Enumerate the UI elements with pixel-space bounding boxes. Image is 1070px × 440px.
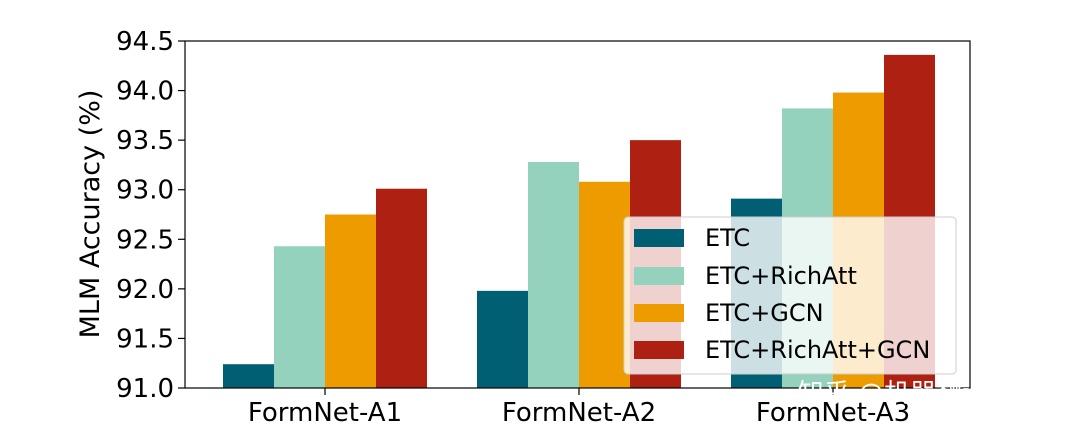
x-tick-label: FormNet-A2: [502, 398, 656, 428]
legend-swatch: [634, 341, 684, 359]
legend-label: ETC+GCN: [705, 299, 824, 327]
bar-etc-gcn-formnet-a1: [325, 214, 376, 388]
plot-frame: [184, 40, 971, 389]
watermark: 知乎 @机器翻译学堂: [798, 379, 1040, 409]
x-tick-label: FormNet-A1: [248, 398, 402, 428]
y-tick-label: 91.5: [116, 324, 174, 354]
x-axis: FormNet-A1 FormNet-A2 FormNet-A3: [248, 388, 910, 428]
bar-etc-gcn-formnet-a2: [579, 181, 630, 388]
legend-label: ETC+RichAtt+GCN: [705, 336, 930, 364]
y-tick-label: 93.5: [116, 126, 174, 156]
bar-etc-richatt-formnet-a2: [528, 161, 579, 388]
y-tick-label: 94.5: [116, 27, 174, 57]
y-tick-label: 92.5: [116, 225, 174, 255]
legend-label: ETC: [705, 224, 750, 252]
bar-etc-richatt-gcn-formnet-a1: [376, 188, 427, 388]
y-tick-label: 94.0: [116, 77, 174, 107]
y-axis: 91.0 91.5 92.0 92.5 93.0 93.5 94.0 94.5: [116, 27, 185, 404]
legend-swatch: [634, 229, 684, 247]
bar-etc-richatt-formnet-a1: [274, 246, 325, 388]
bar-etc-formnet-a2: [477, 290, 528, 388]
legend: ETC ETC+RichAtt ETC+GCN ETC+RichAtt+GCN: [623, 216, 957, 375]
y-tick-label: 92.0: [116, 275, 174, 305]
legend-swatch: [634, 304, 684, 322]
y-tick-label: 91.0: [116, 374, 174, 404]
legend-label: ETC+RichAtt: [705, 262, 857, 290]
legend-box: [623, 216, 957, 375]
x-tick-label: FormNet-A3: [756, 398, 910, 428]
y-tick-label: 93.0: [116, 176, 174, 206]
bar-etc-formnet-a1: [223, 364, 274, 388]
y-axis-title: MLM Accuracy (%): [75, 90, 106, 339]
legend-swatch: [634, 267, 684, 285]
